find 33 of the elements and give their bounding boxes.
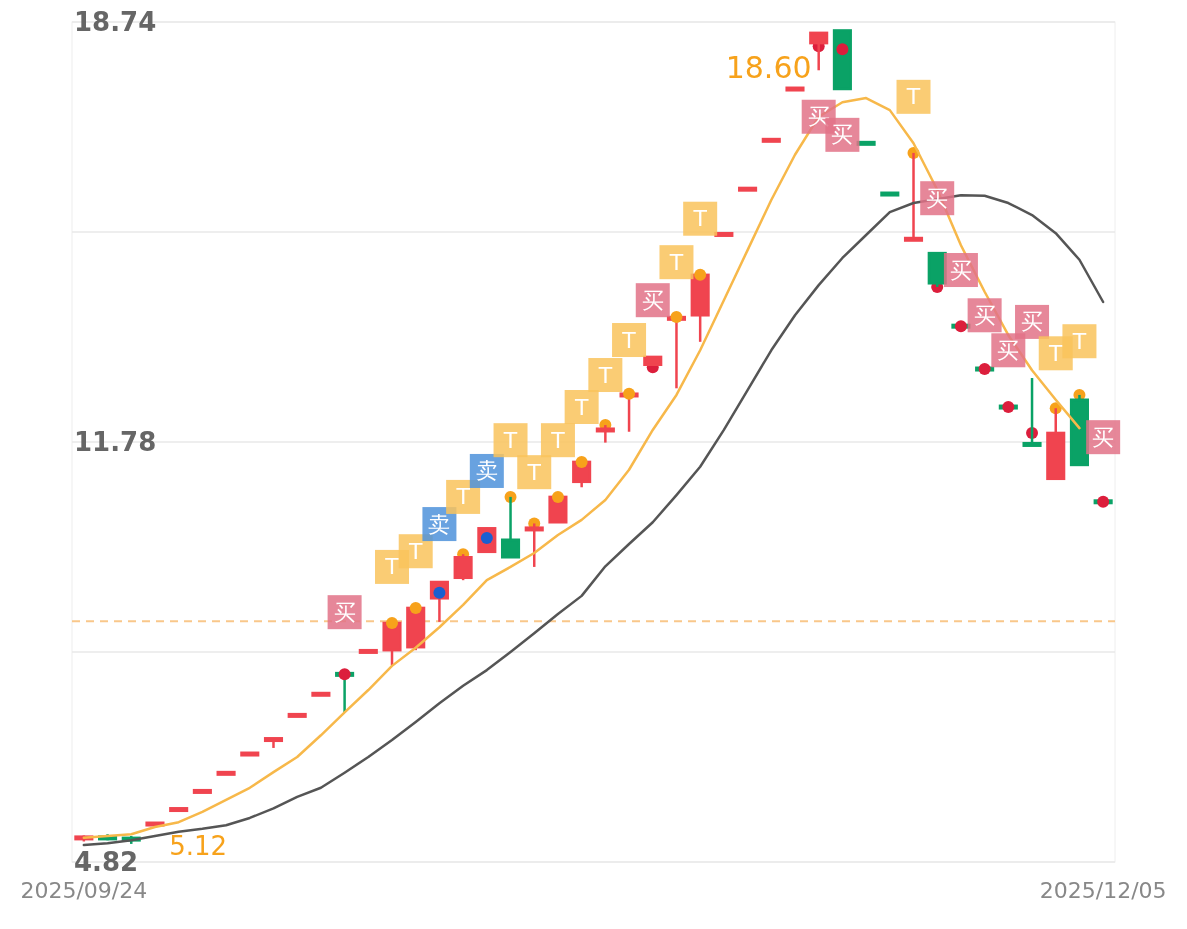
data-label: T [502, 427, 518, 453]
data-label: 买 [997, 337, 1020, 363]
data-label: 买 [831, 122, 854, 148]
data-label: T [1048, 340, 1064, 366]
data-label: 买 [926, 185, 949, 211]
data-label: T [455, 484, 471, 510]
data-label: T [573, 394, 589, 420]
data-label: T [384, 554, 400, 580]
data-label: T [550, 427, 566, 453]
y-tick-label: 18.74 [74, 7, 157, 37]
annotation: 18.60 [725, 49, 812, 85]
data-label: T [692, 206, 708, 232]
data-label: T [905, 84, 921, 110]
data-label: 买 [641, 287, 664, 313]
data-label: 买 [807, 104, 830, 130]
x-tick-label: 2025/09/24 [20, 877, 148, 903]
data-label: 买 [973, 302, 996, 328]
y-tick-label: 11.78 [74, 427, 157, 457]
data-label: T [668, 249, 684, 275]
data-label: T [1071, 328, 1087, 354]
data-label: T [526, 459, 542, 485]
data-label: 买 [1021, 309, 1044, 335]
data-label: T [407, 538, 423, 564]
data-label: 买 [949, 257, 972, 283]
data-label: 卖 [475, 458, 498, 484]
data-label: 买 [333, 599, 356, 625]
annotation: 5.12 [169, 831, 228, 861]
y-tick-label: 4.82 [74, 847, 139, 877]
data-label: T [597, 362, 613, 388]
data-label: 买 [1092, 424, 1115, 450]
data-label: 卖 [428, 511, 451, 537]
x-tick-label: 2025/12/05 [1039, 877, 1167, 903]
data-label: T [621, 327, 637, 353]
